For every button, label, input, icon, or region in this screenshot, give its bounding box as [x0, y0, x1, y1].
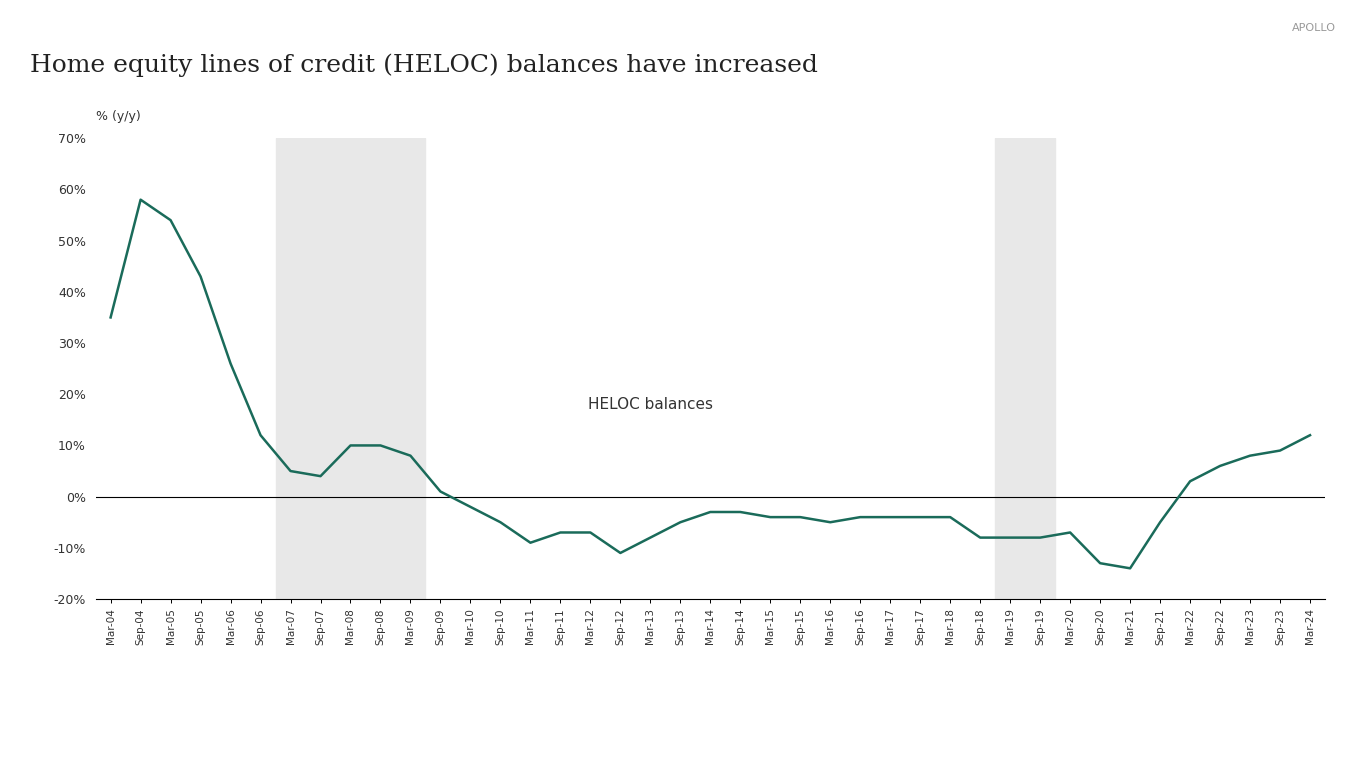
Bar: [276, 138, 425, 599]
Text: % (y/y): % (y/y): [96, 110, 141, 123]
Text: Home equity lines of credit (HELOC) balances have increased: Home equity lines of credit (HELOC) bala…: [30, 54, 818, 78]
Text: APOLLO: APOLLO: [1292, 23, 1336, 33]
Text: HELOC balances: HELOC balances: [587, 397, 713, 412]
Bar: [996, 138, 1055, 599]
